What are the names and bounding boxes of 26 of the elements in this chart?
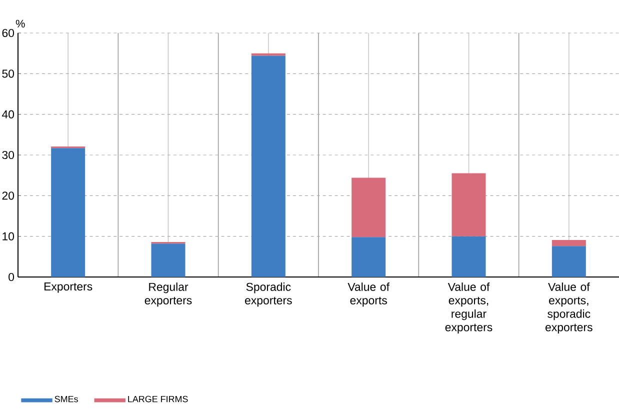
x-tick-label: Sporadic exporters bbox=[245, 282, 292, 307]
y-tick-label: 60 bbox=[2, 28, 14, 38]
x-tick-label: Regular exporters bbox=[144, 282, 192, 307]
bar bbox=[352, 178, 386, 238]
x-tick-label: Value of exports bbox=[348, 282, 390, 307]
y-tick-label: 50 bbox=[2, 70, 14, 78]
bar bbox=[452, 173, 486, 236]
y-tick-label: 10 bbox=[2, 232, 14, 240]
bar bbox=[552, 240, 586, 246]
x-tick-label: Value of exports, regular exporters bbox=[445, 282, 492, 334]
legend-label: LARGE FIRMS bbox=[128, 396, 188, 402]
y-axis-title: % bbox=[16, 20, 25, 28]
bar bbox=[352, 237, 386, 277]
bar bbox=[552, 246, 586, 277]
x-tick-label: Exporters bbox=[44, 282, 92, 293]
bar bbox=[452, 236, 486, 277]
bar bbox=[51, 148, 86, 277]
y-tick-label: 40 bbox=[2, 110, 14, 118]
x-tick-label: Value of exports, sporadic exporters bbox=[546, 282, 592, 334]
y-tick-label: 20 bbox=[2, 192, 14, 200]
bar bbox=[151, 244, 186, 277]
y-tick-label: 30 bbox=[2, 150, 14, 160]
legend-label: SMEs bbox=[54, 396, 78, 402]
bar bbox=[251, 56, 286, 277]
bar bbox=[251, 53, 286, 56]
y-tick-label: 0 bbox=[8, 272, 14, 282]
